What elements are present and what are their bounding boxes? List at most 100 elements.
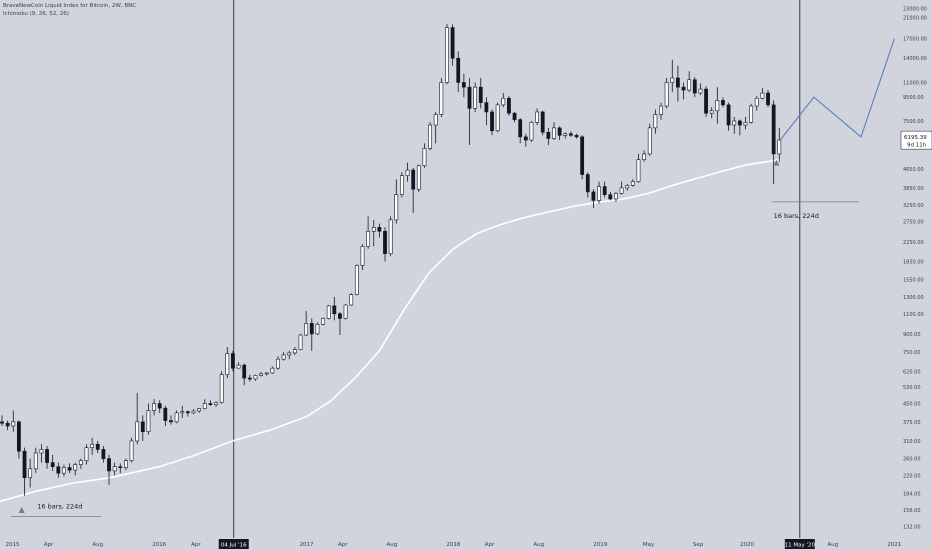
- candle[interactable]: [112, 466, 117, 472]
- candle[interactable]: [101, 449, 106, 459]
- candle[interactable]: [5, 422, 10, 427]
- candle[interactable]: [45, 449, 49, 463]
- candle[interactable]: [552, 127, 556, 139]
- candle[interactable]: [326, 305, 331, 319]
- candle[interactable]: [439, 82, 444, 115]
- candle[interactable]: [608, 194, 613, 200]
- candle[interactable]: [287, 352, 292, 356]
- candle[interactable]: [518, 119, 523, 138]
- candle[interactable]: [473, 86, 478, 109]
- candle[interactable]: [56, 466, 61, 474]
- candle[interactable]: [146, 410, 151, 432]
- candle[interactable]: [653, 114, 658, 129]
- candle[interactable]: [219, 374, 224, 403]
- candle[interactable]: [84, 447, 89, 461]
- candle[interactable]: [715, 100, 720, 112]
- candle[interactable]: [523, 136, 528, 141]
- candle[interactable]: [422, 148, 427, 167]
- candle[interactable]: [236, 364, 241, 369]
- candle[interactable]: [129, 440, 134, 461]
- candle[interactable]: [78, 460, 83, 465]
- candle[interactable]: [546, 131, 551, 139]
- candle[interactable]: [771, 104, 776, 155]
- candle[interactable]: [377, 227, 382, 232]
- candle[interactable]: [33, 452, 38, 470]
- candle[interactable]: [495, 104, 500, 132]
- candle[interactable]: [647, 127, 652, 155]
- candle[interactable]: [456, 57, 461, 83]
- candle[interactable]: [124, 460, 128, 468]
- candle[interactable]: [777, 139, 782, 155]
- candle[interactable]: [253, 375, 258, 380]
- candle[interactable]: [687, 79, 692, 91]
- candle[interactable]: [591, 191, 596, 201]
- candle[interactable]: [535, 111, 539, 123]
- candle[interactable]: [411, 169, 416, 190]
- candle[interactable]: [62, 467, 66, 474]
- candle[interactable]: [490, 111, 494, 132]
- candle[interactable]: [664, 82, 669, 107]
- candle[interactable]: [191, 410, 196, 414]
- candle[interactable]: [400, 175, 404, 195]
- candle[interactable]: [107, 458, 111, 472]
- candle[interactable]: [276, 358, 280, 369]
- candle[interactable]: [405, 169, 410, 176]
- candle[interactable]: [73, 464, 78, 471]
- candle[interactable]: [625, 185, 630, 189]
- candle[interactable]: [676, 77, 680, 88]
- candle[interactable]: [732, 120, 737, 126]
- candle[interactable]: [197, 408, 202, 412]
- candle[interactable]: [152, 403, 156, 411]
- candle[interactable]: [169, 420, 173, 423]
- candle[interactable]: [304, 323, 309, 336]
- candle[interactable]: [343, 304, 348, 319]
- candle[interactable]: [428, 124, 432, 149]
- candle[interactable]: [315, 324, 320, 335]
- candle[interactable]: [394, 194, 399, 221]
- candle[interactable]: [202, 403, 207, 409]
- candle[interactable]: [540, 111, 545, 133]
- candle[interactable]: [180, 411, 185, 414]
- candle[interactable]: [225, 353, 230, 375]
- projection-path[interactable]: [779, 38, 895, 141]
- candle[interactable]: [433, 114, 438, 126]
- candle[interactable]: [321, 318, 325, 325]
- candle[interactable]: [242, 364, 247, 379]
- candle[interactable]: [50, 462, 55, 467]
- candle[interactable]: [135, 421, 140, 442]
- candle[interactable]: [484, 102, 489, 113]
- candle[interactable]: [614, 192, 618, 200]
- candle[interactable]: [270, 367, 275, 374]
- candle[interactable]: [292, 349, 297, 354]
- candle[interactable]: [619, 187, 624, 194]
- candle[interactable]: [642, 153, 647, 160]
- candle[interactable]: [704, 88, 708, 114]
- candle[interactable]: [461, 82, 466, 88]
- candle[interactable]: [264, 372, 269, 375]
- candle[interactable]: [692, 79, 697, 94]
- candle[interactable]: [67, 467, 72, 471]
- candle[interactable]: [737, 120, 742, 126]
- candle[interactable]: [28, 468, 33, 479]
- candle[interactable]: [90, 443, 95, 448]
- candle[interactable]: [467, 86, 472, 109]
- candle[interactable]: [512, 112, 517, 120]
- candle[interactable]: [659, 105, 663, 115]
- candle[interactable]: [478, 86, 483, 103]
- candle[interactable]: [760, 92, 765, 99]
- candle[interactable]: [681, 86, 686, 91]
- candle[interactable]: [574, 135, 579, 138]
- candle[interactable]: [39, 449, 44, 454]
- candle[interactable]: [568, 133, 573, 136]
- candle[interactable]: [349, 294, 354, 306]
- candle[interactable]: [749, 105, 754, 123]
- candle[interactable]: [174, 412, 179, 423]
- candle[interactable]: [721, 100, 725, 106]
- candle[interactable]: [602, 186, 607, 195]
- candle[interactable]: [529, 121, 534, 141]
- candle[interactable]: [630, 181, 635, 186]
- candle[interactable]: [231, 353, 235, 369]
- candle[interactable]: [366, 230, 371, 247]
- candle[interactable]: [580, 136, 585, 175]
- candle[interactable]: [140, 421, 145, 432]
